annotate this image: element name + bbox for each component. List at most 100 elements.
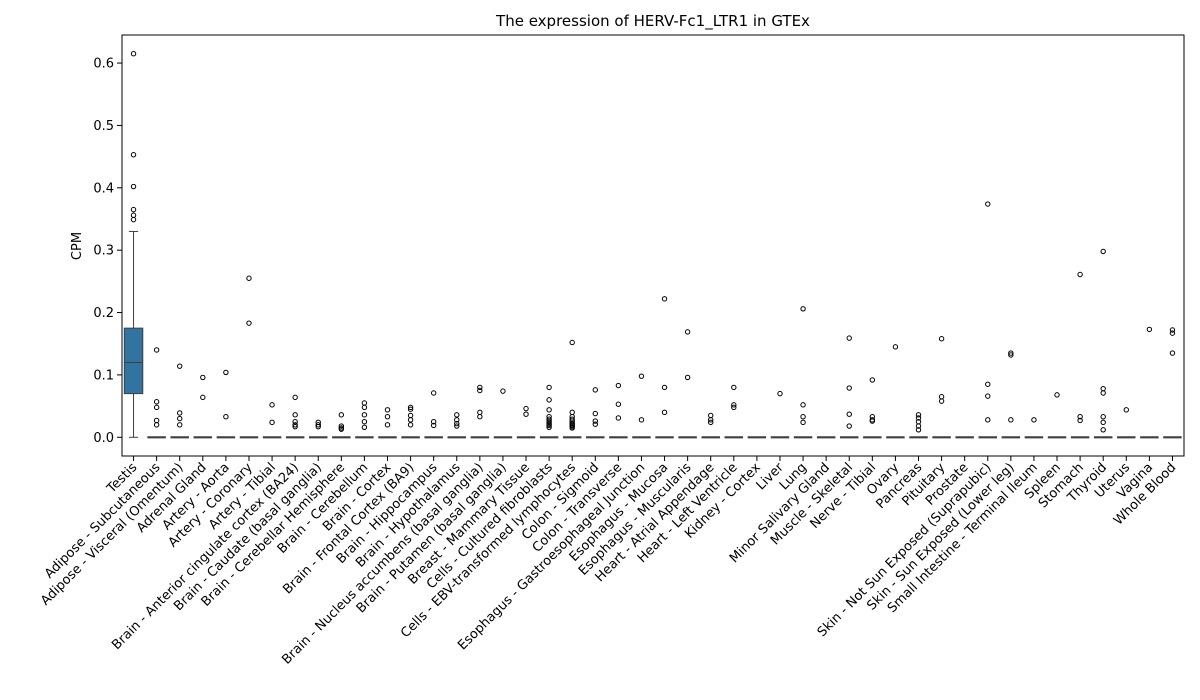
- box-group: [1070, 271, 1090, 439]
- outlier-point: [546, 424, 552, 431]
- outlier-point: [731, 384, 737, 391]
- outlier-point: [846, 335, 852, 341]
- outlier-point: [800, 402, 806, 408]
- box-group: [262, 402, 282, 439]
- box-group: [216, 369, 236, 439]
- outlier-point: [1169, 327, 1176, 333]
- outlier-point: [454, 423, 460, 429]
- outlier-point: [615, 401, 622, 407]
- outlier-point: [200, 394, 206, 401]
- outlier-point: [592, 410, 598, 417]
- outlier-point: [153, 347, 160, 353]
- box-group: [285, 394, 305, 439]
- outlier-point: [407, 417, 414, 423]
- box-group: [1093, 248, 1113, 439]
- box-group: [424, 390, 443, 439]
- outlier-point: [1100, 248, 1106, 255]
- outlier-point: [454, 412, 460, 418]
- outlier-point: [985, 417, 991, 423]
- outlier-point: [361, 424, 368, 431]
- outlier-point: [315, 423, 321, 430]
- outlier-point: [546, 384, 552, 391]
- outlier-point: [569, 416, 575, 422]
- outlier-point: [246, 320, 252, 326]
- box-group: [470, 384, 490, 439]
- outlier-point: [477, 387, 483, 394]
- box-group: [863, 377, 882, 439]
- box-group: [886, 344, 905, 439]
- outlier-point: [177, 363, 183, 369]
- outlier-point: [454, 420, 460, 427]
- outlier-point: [130, 212, 137, 218]
- outlier-point: [292, 394, 298, 401]
- outlier-point: [292, 418, 298, 425]
- outlier-point: [315, 422, 321, 428]
- outlier-point: [731, 404, 737, 411]
- outlier-point: [708, 417, 714, 423]
- outlier-point: [523, 411, 529, 417]
- outlier-point: [800, 306, 806, 312]
- outlier-point: [407, 412, 414, 419]
- outlier-point: [638, 417, 645, 423]
- outlier-point: [177, 415, 183, 422]
- box-group: [909, 412, 928, 439]
- outlier-point: [384, 414, 391, 420]
- outlier-point: [846, 411, 852, 417]
- y-tick-label: 0.3: [93, 244, 114, 259]
- outlier-point: [454, 417, 460, 423]
- outlier-point: [985, 393, 991, 399]
- outlier-point: [985, 381, 991, 387]
- outlier-point: [177, 410, 183, 416]
- outlier-point: [523, 405, 529, 412]
- y-axis: 0.0 0.1 0.2 0.3 0.4 0.5 0.6: [93, 57, 122, 446]
- box-group: [1001, 350, 1021, 439]
- outlier-point: [361, 412, 368, 418]
- outlier-point: [338, 423, 345, 429]
- outlier-point: [638, 373, 645, 379]
- outlier-point: [1169, 330, 1176, 336]
- outlier-point: [800, 419, 806, 426]
- box-group: [932, 336, 951, 439]
- outlier-point: [477, 384, 483, 391]
- outlier-point: [130, 183, 137, 190]
- outlier-point: [869, 418, 876, 424]
- box-group: [332, 412, 351, 439]
- outlier-point: [153, 422, 160, 428]
- outlier-point: [569, 425, 575, 431]
- outlier-point: [546, 416, 552, 422]
- outlier-point: [615, 382, 622, 389]
- box-group: [770, 390, 790, 439]
- outlier-point: [246, 275, 252, 281]
- box-group: [309, 419, 328, 439]
- box-group: [1024, 417, 1044, 439]
- outlier-point: [892, 344, 899, 350]
- outlier-point: [1031, 417, 1037, 423]
- outlier-point: [384, 422, 391, 428]
- box-group: [1117, 407, 1136, 439]
- outlier-point: [938, 336, 945, 342]
- outlier-point: [546, 422, 552, 429]
- outlier-point: [869, 377, 876, 383]
- outlier-point: [1100, 427, 1106, 433]
- box-group: [793, 306, 813, 439]
- box-group: [401, 404, 420, 439]
- box-group: [840, 335, 859, 439]
- box-group: [147, 347, 166, 439]
- outlier-point: [384, 407, 391, 413]
- outlier-point: [130, 152, 137, 158]
- y-axis-label: CPM: [70, 232, 85, 260]
- outlier-point: [592, 387, 598, 393]
- box-group: [493, 388, 513, 439]
- outlier-point: [684, 329, 691, 335]
- y-tick-label: 0.4: [93, 181, 114, 196]
- y-tick-label: 0.2: [93, 306, 114, 321]
- outlier-point: [500, 388, 506, 394]
- outlier-point: [661, 409, 668, 416]
- outlier-point: [1008, 417, 1014, 423]
- outlier-point: [915, 427, 922, 433]
- outlier-point: [731, 402, 737, 408]
- box-group: [678, 329, 697, 439]
- outlier-point: [777, 390, 783, 397]
